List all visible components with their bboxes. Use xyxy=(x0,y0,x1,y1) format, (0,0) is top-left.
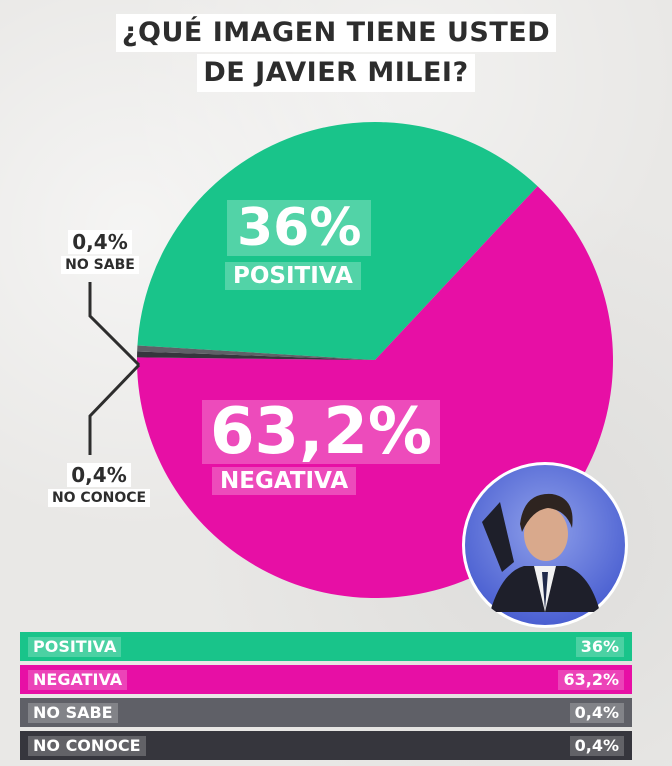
legend-label: POSITIVA xyxy=(28,636,122,657)
legend-row-no-conoce: NO CONOCE 0,4% xyxy=(20,731,632,760)
portrait-photo xyxy=(462,462,628,628)
title-line-1: ¿QUÉ IMAGEN TIENE USTED xyxy=(115,14,557,52)
slice-no-conoce xyxy=(137,351,375,360)
no-sabe-leader-line xyxy=(88,282,141,367)
negativa-value-label: 63,2% xyxy=(202,400,441,464)
legend-value: 0,4% xyxy=(569,702,624,723)
slice-positiva xyxy=(137,122,538,361)
legend-value: 63,2% xyxy=(558,669,624,690)
positiva-name-label: POSITIVA xyxy=(225,262,361,290)
no-sabe-name-label: NO SABE xyxy=(61,256,139,274)
no-conoce-name-label: NO CONOCE xyxy=(47,489,151,507)
no-conoce-callout: 0,4% NO CONOCE xyxy=(34,463,164,507)
positiva-value-label: 36% xyxy=(227,200,372,256)
legend-value: 36% xyxy=(575,636,624,657)
title-line-2: DE JAVIER MILEI? xyxy=(197,54,475,92)
no-sabe-callout: 0,4% NO SABE xyxy=(52,230,148,274)
slice-no-sabe xyxy=(137,345,375,360)
no-conoce-leader-line xyxy=(88,363,141,455)
no-conoce-value-label: 0,4% xyxy=(67,463,131,487)
legend-row-no-sabe: NO SABE 0,4% xyxy=(20,698,632,727)
legend-row-positiva: POSITIVA 36% xyxy=(20,632,632,661)
chart-title: ¿QUÉ IMAGEN TIENE USTED DE JAVIER MILEI? xyxy=(0,14,672,94)
legend-row-negativa: NEGATIVA 63,2% xyxy=(20,665,632,694)
legend-label: NO CONOCE xyxy=(28,735,146,756)
legend-label: NO SABE xyxy=(28,702,118,723)
negativa-name-label: NEGATIVA xyxy=(212,467,357,495)
legend-table: POSITIVA 36% NEGATIVA 63,2% NO SABE 0,4%… xyxy=(20,632,632,764)
legend-value: 0,4% xyxy=(569,735,624,756)
no-sabe-value-label: 0,4% xyxy=(68,230,132,254)
legend-label: NEGATIVA xyxy=(28,669,128,690)
